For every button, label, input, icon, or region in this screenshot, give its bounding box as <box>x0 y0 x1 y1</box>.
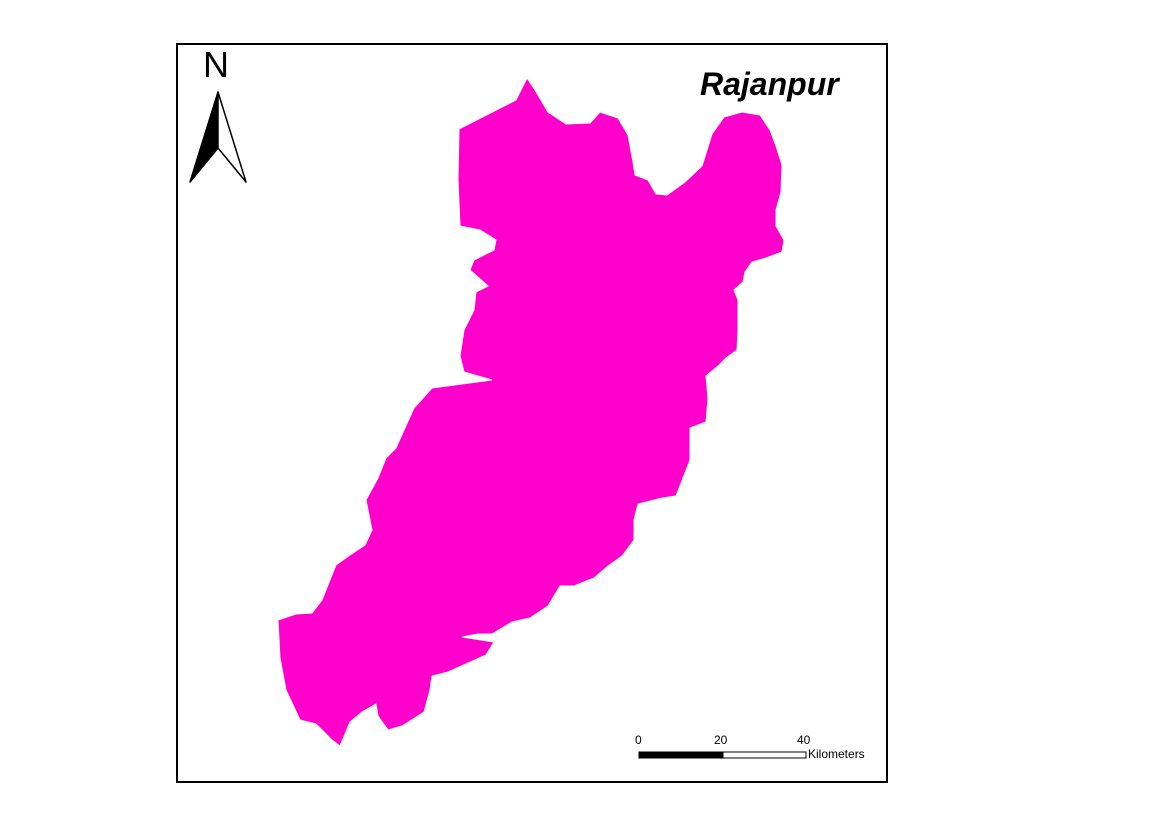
north-label: N <box>203 44 229 85</box>
map-title: Rajanpur <box>700 66 839 102</box>
north-arrow-icon <box>189 91 247 183</box>
scale-units-label: Kilometers <box>808 747 865 761</box>
rajanpur-district-region[interactable] <box>277 77 785 747</box>
scale-tick-20: 20 <box>714 733 728 747</box>
scale-bar-segment-dark <box>638 751 724 759</box>
scale-tick-0: 0 <box>635 733 642 747</box>
scale-tick-40: 40 <box>797 733 811 747</box>
scale-bar-segment-light <box>722 751 807 759</box>
scale-bar <box>638 751 807 759</box>
